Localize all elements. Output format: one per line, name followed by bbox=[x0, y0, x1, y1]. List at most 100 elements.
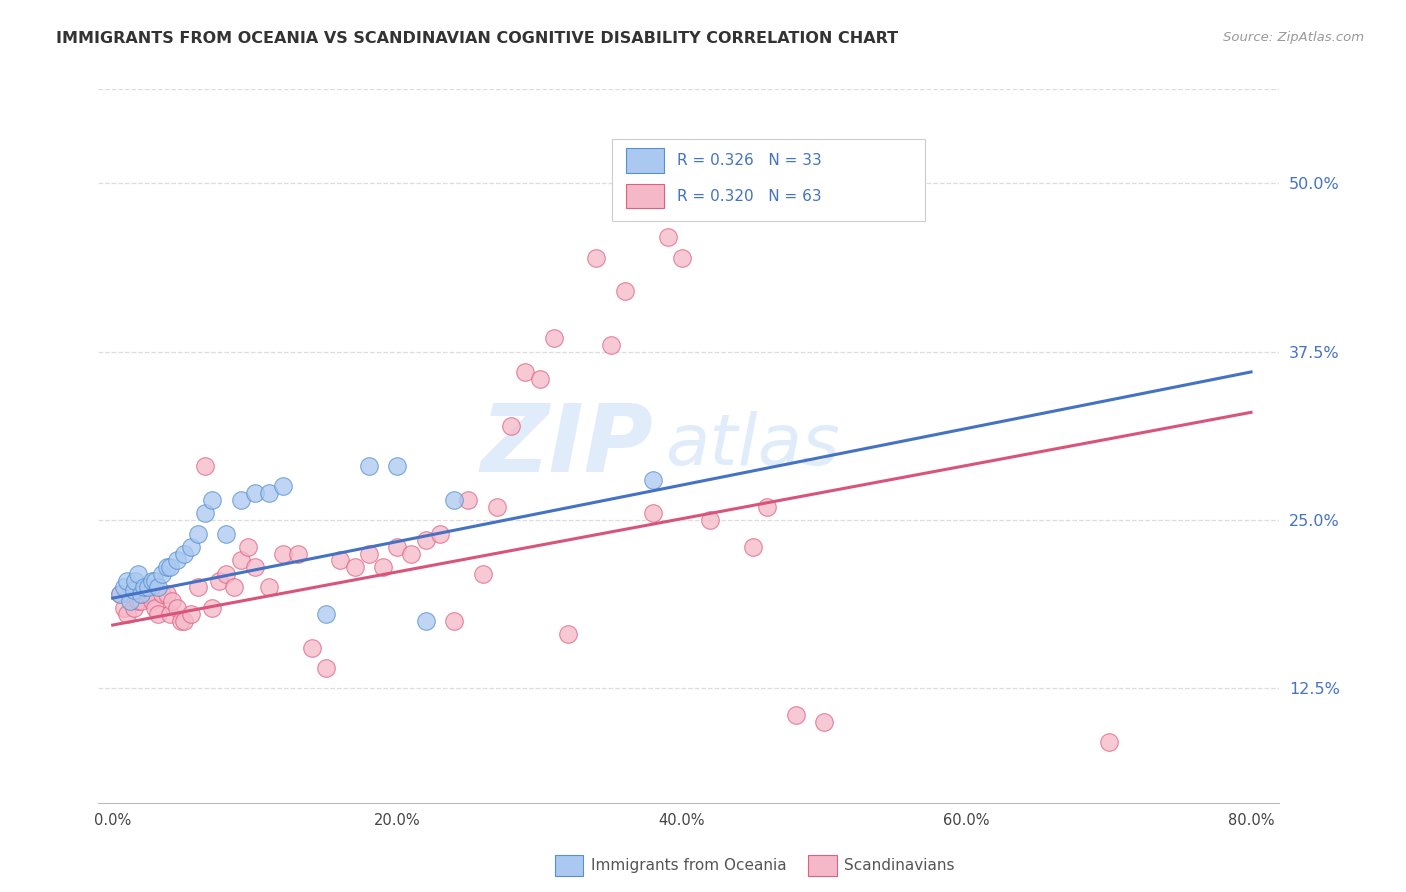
Point bbox=[257, 580, 280, 594]
Point bbox=[201, 492, 224, 507]
Point bbox=[543, 331, 565, 345]
Point bbox=[112, 580, 135, 594]
Point bbox=[152, 566, 174, 581]
Point bbox=[287, 547, 309, 561]
Text: Scandinavians: Scandinavians bbox=[844, 858, 955, 872]
Point bbox=[315, 607, 337, 622]
Point bbox=[499, 418, 522, 433]
Point bbox=[329, 553, 352, 567]
Text: Source: ZipAtlas.com: Source: ZipAtlas.com bbox=[1223, 31, 1364, 45]
Point bbox=[529, 372, 551, 386]
Point bbox=[152, 587, 174, 601]
Point bbox=[122, 600, 145, 615]
Point bbox=[236, 540, 259, 554]
Point bbox=[229, 553, 252, 567]
Point bbox=[813, 714, 835, 729]
Point bbox=[599, 338, 621, 352]
Point bbox=[127, 594, 149, 608]
Point bbox=[129, 594, 152, 608]
Point bbox=[132, 580, 155, 594]
Point bbox=[387, 540, 409, 554]
Point bbox=[457, 492, 479, 507]
Point bbox=[273, 547, 295, 561]
Point bbox=[671, 251, 693, 265]
Point bbox=[643, 506, 665, 520]
Point bbox=[115, 607, 138, 622]
Point bbox=[194, 506, 217, 520]
Point bbox=[301, 640, 323, 655]
Text: Immigrants from Oceania: Immigrants from Oceania bbox=[591, 858, 786, 872]
Point bbox=[118, 594, 141, 608]
Point bbox=[156, 587, 179, 601]
Point bbox=[215, 566, 238, 581]
Text: R = 0.320   N = 63: R = 0.320 N = 63 bbox=[678, 189, 821, 203]
Point bbox=[315, 661, 337, 675]
Point bbox=[180, 540, 202, 554]
Point bbox=[129, 587, 152, 601]
Point bbox=[785, 708, 807, 723]
Point bbox=[136, 580, 159, 594]
Point bbox=[557, 627, 579, 641]
Point bbox=[173, 547, 195, 561]
Point bbox=[401, 547, 423, 561]
Point bbox=[166, 553, 188, 567]
Text: ZIP: ZIP bbox=[481, 400, 654, 492]
Point bbox=[156, 560, 179, 574]
Point bbox=[194, 459, 217, 474]
Point bbox=[515, 365, 537, 379]
Point bbox=[215, 526, 238, 541]
Point bbox=[443, 614, 465, 628]
Point bbox=[357, 459, 380, 474]
Point bbox=[136, 587, 159, 601]
Point bbox=[143, 600, 166, 615]
Point bbox=[387, 459, 409, 474]
Point bbox=[485, 500, 508, 514]
Point bbox=[201, 600, 224, 615]
Text: atlas: atlas bbox=[665, 411, 839, 481]
Point bbox=[118, 587, 141, 601]
Point bbox=[108, 587, 131, 601]
Point bbox=[1098, 735, 1121, 749]
Point bbox=[162, 594, 184, 608]
Point bbox=[124, 574, 146, 588]
Point bbox=[229, 492, 252, 507]
Point bbox=[141, 594, 163, 608]
Point bbox=[166, 600, 188, 615]
Text: R = 0.326   N = 33: R = 0.326 N = 33 bbox=[678, 153, 823, 168]
Point bbox=[613, 284, 636, 298]
Point bbox=[132, 587, 155, 601]
Point bbox=[180, 607, 202, 622]
Point bbox=[585, 251, 607, 265]
Point bbox=[257, 486, 280, 500]
Point bbox=[643, 473, 665, 487]
Point bbox=[141, 574, 163, 588]
Point bbox=[371, 560, 394, 574]
Point bbox=[243, 486, 266, 500]
Point bbox=[108, 587, 131, 601]
Point bbox=[343, 560, 366, 574]
Point bbox=[115, 574, 138, 588]
Point bbox=[657, 230, 679, 244]
Point bbox=[756, 500, 779, 514]
Point bbox=[159, 560, 181, 574]
Point bbox=[273, 479, 295, 493]
Point bbox=[148, 607, 170, 622]
Point bbox=[208, 574, 231, 588]
Point bbox=[415, 614, 437, 628]
Point bbox=[143, 574, 166, 588]
Point bbox=[173, 614, 195, 628]
Point bbox=[127, 566, 149, 581]
Point bbox=[243, 560, 266, 574]
Point bbox=[357, 547, 380, 561]
Text: IMMIGRANTS FROM OCEANIA VS SCANDINAVIAN COGNITIVE DISABILITY CORRELATION CHART: IMMIGRANTS FROM OCEANIA VS SCANDINAVIAN … bbox=[56, 31, 898, 46]
Point bbox=[699, 513, 721, 527]
Point bbox=[187, 580, 209, 594]
Point bbox=[471, 566, 494, 581]
Point bbox=[148, 580, 170, 594]
Point bbox=[112, 600, 135, 615]
Point bbox=[742, 540, 765, 554]
FancyBboxPatch shape bbox=[626, 184, 664, 209]
Point bbox=[159, 607, 181, 622]
FancyBboxPatch shape bbox=[626, 148, 664, 173]
Point bbox=[415, 533, 437, 548]
